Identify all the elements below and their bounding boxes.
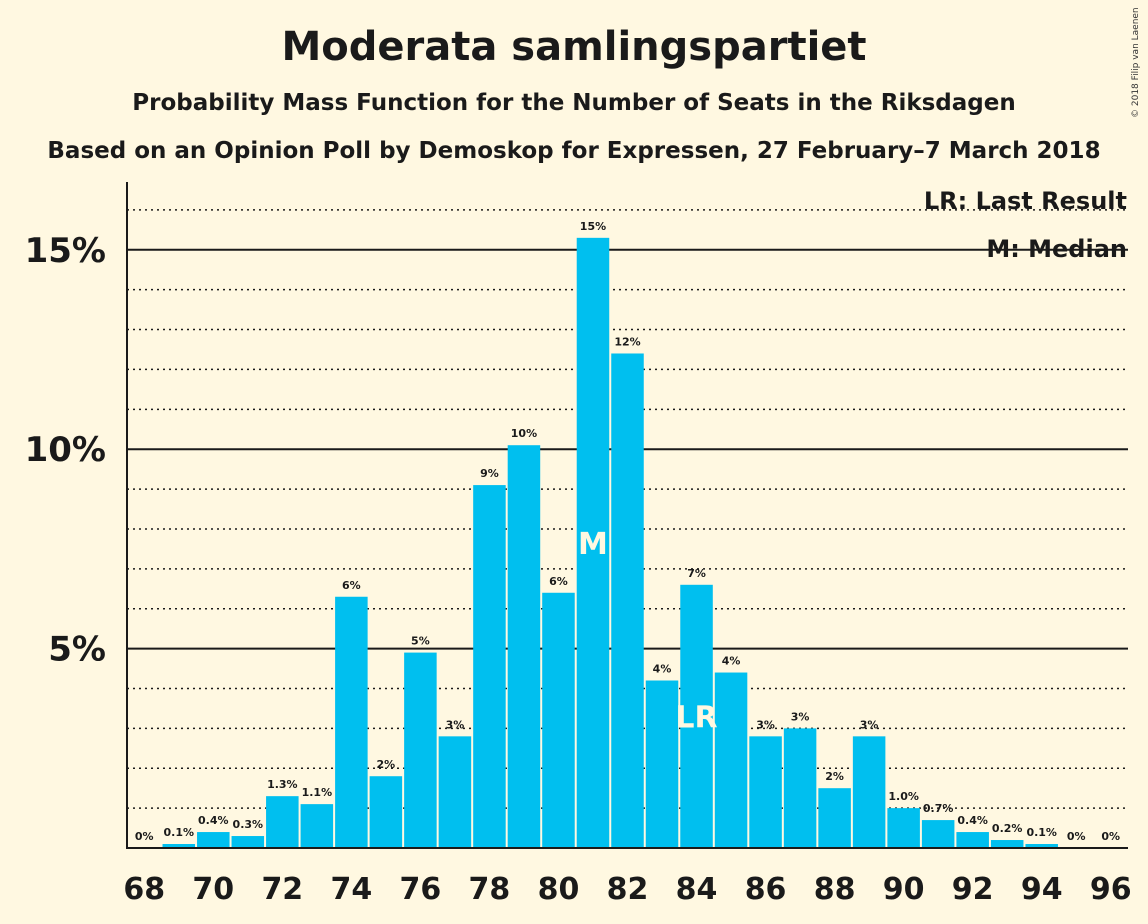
- chart-source-line: Based on an Opinion Poll by Demoskop for…: [47, 138, 1101, 164]
- data-label: 6%: [342, 579, 361, 592]
- bars-group: [162, 237, 1058, 848]
- bar-seat-73: [300, 804, 334, 848]
- bar-seat-85: [714, 672, 748, 848]
- data-label: 10%: [511, 427, 537, 440]
- y-axis-ticks: 5% 10% 15%: [25, 231, 106, 670]
- bar-seat-82: [611, 353, 644, 848]
- bar-seat-76: [404, 652, 437, 848]
- data-label: 0.4%: [198, 814, 229, 827]
- x-tick-label: 80: [538, 872, 580, 907]
- x-tick-label: 68: [123, 872, 165, 907]
- bar-seat-91: [921, 820, 955, 848]
- data-label: 1.0%: [888, 790, 919, 803]
- bar-seat-79: [507, 445, 541, 848]
- x-tick-label: 94: [1021, 872, 1063, 907]
- data-label: 7%: [687, 567, 706, 580]
- bar-seat-75: [369, 776, 403, 848]
- bar-seat-70: [197, 832, 230, 848]
- data-label: 9%: [480, 467, 499, 480]
- data-label: 0%: [135, 830, 154, 843]
- bar-seat-81: [576, 237, 610, 848]
- x-tick-label: 86: [745, 872, 787, 907]
- data-label: 4%: [722, 655, 741, 668]
- x-tick-label: 92: [952, 872, 994, 907]
- data-label: 2%: [825, 770, 844, 783]
- bar-seat-84: [680, 584, 713, 848]
- y-tick-label: 5%: [48, 630, 106, 670]
- bar-seat-71: [231, 836, 265, 848]
- bar-seat-77: [438, 736, 472, 848]
- bar-seat-90: [887, 808, 920, 848]
- data-label: 0%: [1101, 830, 1120, 843]
- data-label: 6%: [549, 575, 568, 588]
- data-label: 0.2%: [992, 822, 1023, 835]
- x-tick-label: 78: [469, 872, 511, 907]
- bar-seat-72: [266, 796, 299, 848]
- x-tick-label: 90: [883, 872, 925, 907]
- x-tick-label: 84: [676, 872, 718, 907]
- data-label: 3%: [860, 718, 879, 731]
- x-tick-label: 82: [607, 872, 649, 907]
- bar-seat-88: [818, 788, 851, 848]
- y-tick-label: 10%: [25, 430, 106, 470]
- y-tick-label: 15%: [25, 231, 106, 271]
- data-label: 0.3%: [233, 818, 264, 831]
- data-label: 4%: [653, 663, 672, 676]
- x-tick-label: 72: [261, 872, 303, 907]
- bar-seat-86: [749, 736, 782, 848]
- data-label: 0.1%: [164, 826, 195, 839]
- median-marker: M: [578, 527, 608, 562]
- bar-seat-87: [783, 728, 817, 848]
- x-axis-ticks: 68 70 72 74 76 78 80 82 84 86 88 90 92 94 96: [123, 872, 1131, 907]
- data-label: 0%: [1067, 830, 1086, 843]
- legend-median: M: Median: [986, 235, 1127, 263]
- legend-last-result: LR: Last Result: [924, 187, 1127, 215]
- data-label: 3%: [756, 718, 775, 731]
- chart-subtitle: Probability Mass Function for the Number…: [132, 90, 1016, 116]
- bar-seat-92: [956, 832, 989, 848]
- data-label: 1.3%: [267, 778, 298, 791]
- bar-seat-74: [335, 596, 368, 848]
- bar-seat-69: [162, 844, 196, 848]
- x-tick-label: 88: [814, 872, 856, 907]
- data-label: 0.1%: [1026, 826, 1057, 839]
- gridlines: [127, 209, 1128, 809]
- bar-seat-80: [542, 592, 575, 848]
- bar-seat-93: [990, 840, 1024, 848]
- bar-seat-94: [1025, 844, 1058, 848]
- chart-title: Moderata samlingspartiet: [281, 24, 867, 70]
- data-label: 0.4%: [957, 814, 988, 827]
- x-tick-label: 74: [330, 872, 372, 907]
- data-label: 3%: [446, 718, 465, 731]
- data-label: 3%: [791, 710, 810, 723]
- last-result-marker: LR: [675, 700, 717, 735]
- data-label: 0.7%: [923, 802, 954, 815]
- data-labels-group: 0% 0.1%0.4% 0.3%1.3%1.1%6%2%5%3%9%10%6%15%…: [135, 220, 1120, 843]
- x-tick-label: 76: [400, 872, 442, 907]
- bar-seat-83: [645, 680, 679, 848]
- bar-seat-78: [473, 485, 506, 848]
- data-label: 12%: [614, 335, 640, 348]
- data-label: 15%: [580, 220, 606, 233]
- data-label: 5%: [411, 635, 430, 648]
- data-label: 2%: [377, 758, 396, 771]
- data-label: 1.1%: [302, 786, 333, 799]
- x-tick-label: 70: [192, 872, 234, 907]
- x-tick-label: 96: [1090, 872, 1132, 907]
- bar-seat-89: [852, 736, 886, 848]
